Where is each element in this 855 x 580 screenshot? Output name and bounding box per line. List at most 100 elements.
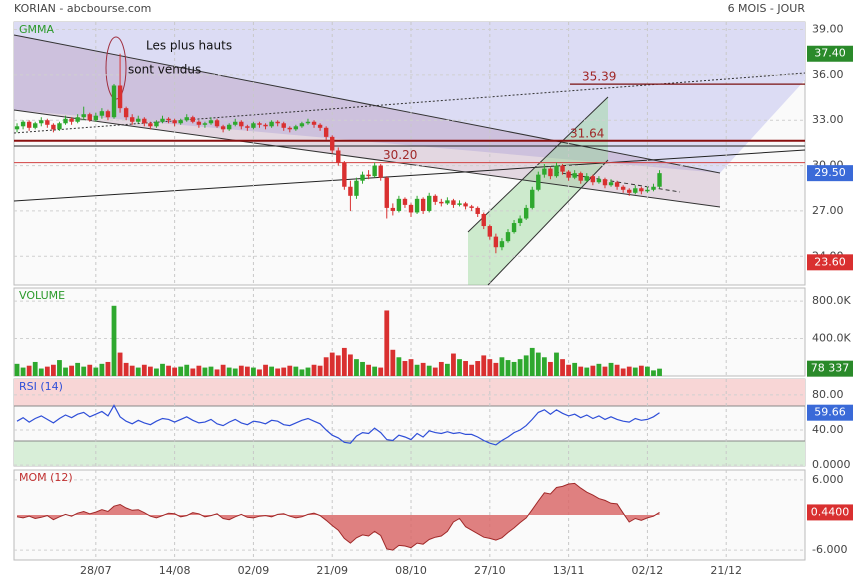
candle-body [651,186,656,190]
x-tick-label: 02/09 [238,564,270,577]
candle-body [614,182,620,187]
y-tick-label: 27.00 [812,204,844,217]
volume-bar [238,365,244,376]
volume-bar [566,364,572,376]
x-tick-label: 08/10 [395,564,427,577]
candle-body [14,126,20,130]
volume-bar [226,367,232,376]
volume-bar [117,352,123,376]
candle-body [178,120,183,124]
candle-body [293,126,299,130]
candle-body [378,165,383,178]
candle-body [475,207,480,214]
candle-body [620,186,626,190]
volume-bar [572,362,578,376]
volume-bar [214,369,220,376]
volume-bar [202,367,208,376]
volume-bar [257,369,262,376]
candle-body [505,232,511,242]
candle-body [269,121,274,127]
volume-bar [93,367,99,376]
volume-bar [335,355,341,376]
volume-bar [638,365,644,376]
volume-bar [645,366,650,376]
volume-bar [172,367,178,376]
candle-body [317,124,323,128]
trend-line [13,34,721,174]
last-label-box [807,360,853,377]
candle-body [414,198,420,213]
volume-bar [50,364,56,376]
volume-bar [523,355,529,376]
volume-bar [475,361,481,376]
volume-bar [293,366,299,376]
low-label: 23.60 [814,255,846,268]
candle-body [136,118,141,122]
candle-body [366,174,371,177]
candle-body [154,121,159,127]
level-label: 30.20 [383,148,417,162]
candle-body [360,174,365,181]
candle-body [123,108,129,118]
candle-body [548,168,553,177]
candle-body [639,188,644,192]
candle-body [148,123,153,127]
volume-bar [554,352,559,376]
momentum-area [17,483,660,551]
candle-body [566,171,571,178]
volume-bar [426,365,432,376]
volume-bar [141,364,147,376]
candle-body [342,162,347,187]
volume-bar [129,365,135,376]
volume-bar [657,368,662,376]
candle-body [190,117,196,122]
candle-body [530,189,535,208]
volume-bar [626,366,632,376]
volume-bar [608,362,614,376]
candle-body [208,120,214,124]
volume-bar [317,365,323,376]
candle-body [627,189,632,193]
high-label-box [807,45,853,62]
candle-body [499,241,505,248]
panel-title: GMMA [19,23,55,36]
channel-band [14,35,720,207]
candle-body [45,120,50,125]
volume-bar [311,364,317,376]
x-tick-label: 02/12 [632,564,664,577]
volume-bar [154,368,159,376]
volume-bar [323,357,329,376]
candle-body [281,123,286,128]
candle-body [26,121,32,128]
volume-bar [287,365,293,376]
candle-body [402,198,408,205]
candle-body [305,121,311,124]
channel-fill [14,22,805,173]
candle-body [523,207,529,219]
volume-bar [305,367,311,376]
volume-bar [451,353,456,376]
volume-bar [263,364,268,376]
volume-bar [444,363,450,376]
candle-body [372,165,377,177]
volume-bar [99,363,105,376]
candle-body [596,179,602,183]
x-tick-label: 13/11 [553,564,585,577]
volume-bar [548,361,553,376]
candle-body [481,213,486,227]
candle-body [536,174,541,190]
volume-bar [178,366,184,376]
volume-bar [517,359,523,376]
volume-bar [220,364,226,376]
trend-line [467,96,609,233]
page-title: KORIAN - abcbourse.com [14,2,151,15]
volume-bar [32,361,38,376]
trend-line [487,159,609,286]
candle-body [426,195,432,211]
last-label: 29.50 [814,166,846,179]
trend-line [13,149,806,202]
volume-bar [341,347,347,376]
volume-bar [463,361,468,376]
volume-bar [38,368,44,376]
